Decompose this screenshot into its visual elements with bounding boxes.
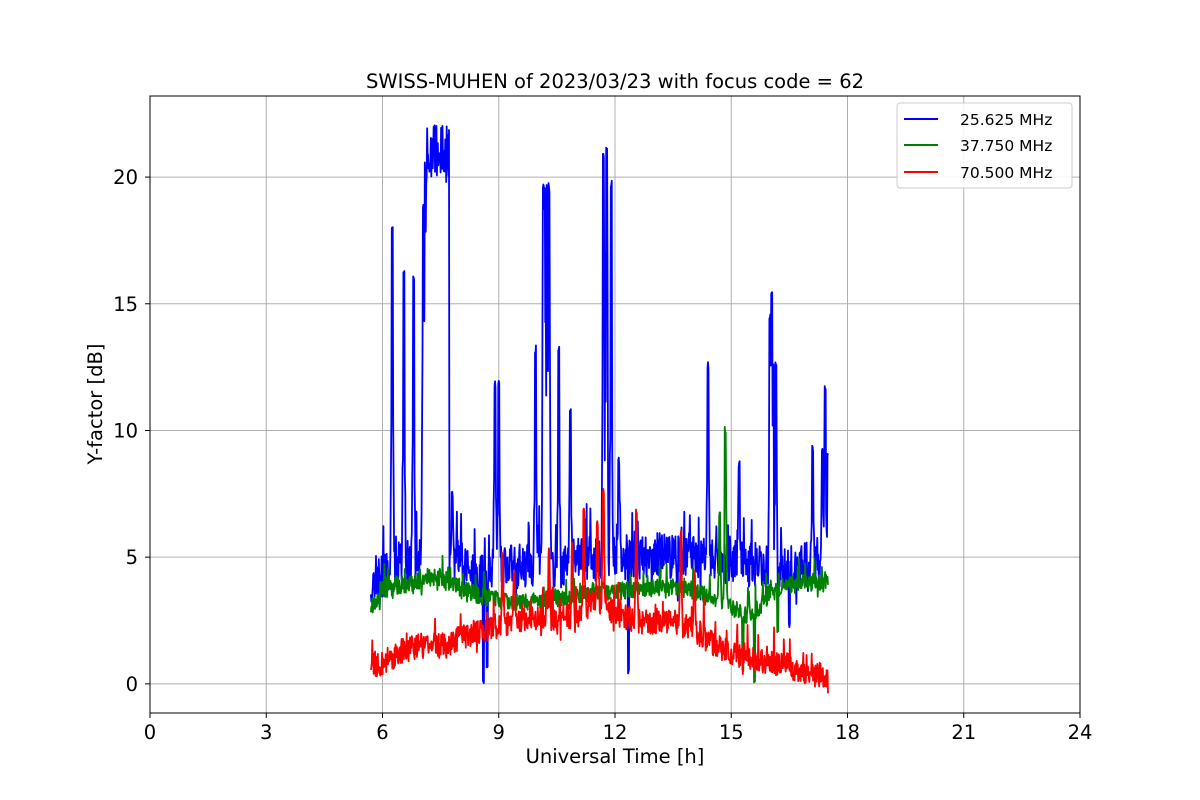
x-tick-label: 12 xyxy=(603,721,628,744)
series-line-25-625 xyxy=(369,124,829,684)
y-tick-label: 20 xyxy=(113,166,138,189)
x-tick-label: 3 xyxy=(260,721,272,744)
axis-ticks: 0 3 6 9 12 15 18 21 24 0 5 10 15 20 xyxy=(113,166,1092,744)
legend-label-70-500: 70.500 MHz xyxy=(960,164,1052,182)
series-line-70-500 xyxy=(369,487,829,694)
y-tick-label: 10 xyxy=(113,419,138,442)
y-axis-label: Y-factor [dB] xyxy=(84,344,107,466)
legend: 25.625 MHz 37.750 MHz 70.500 MHz xyxy=(896,102,1073,189)
x-tick-label: 15 xyxy=(719,721,744,744)
y-tick-label: 5 xyxy=(126,546,138,569)
x-tick-label: 9 xyxy=(493,721,505,744)
x-tick-label: 24 xyxy=(1068,721,1093,744)
legend-box xyxy=(896,102,1073,189)
legend-label-25-625: 25.625 MHz xyxy=(960,111,1052,129)
x-tick-label: 0 xyxy=(144,721,156,744)
x-axis-label: Universal Time [h] xyxy=(526,745,705,768)
legend-label-37-750: 37.750 MHz xyxy=(960,137,1052,155)
x-tick-label: 6 xyxy=(376,721,388,744)
x-tick-label: 21 xyxy=(951,721,976,744)
plot-area xyxy=(369,124,829,694)
y-tick-label: 15 xyxy=(113,293,138,316)
chart-title: SWISS-MUHEN of 2023/03/23 with focus cod… xyxy=(366,70,864,93)
y-tick-label: 0 xyxy=(126,673,138,696)
x-tick-label: 18 xyxy=(835,721,860,744)
